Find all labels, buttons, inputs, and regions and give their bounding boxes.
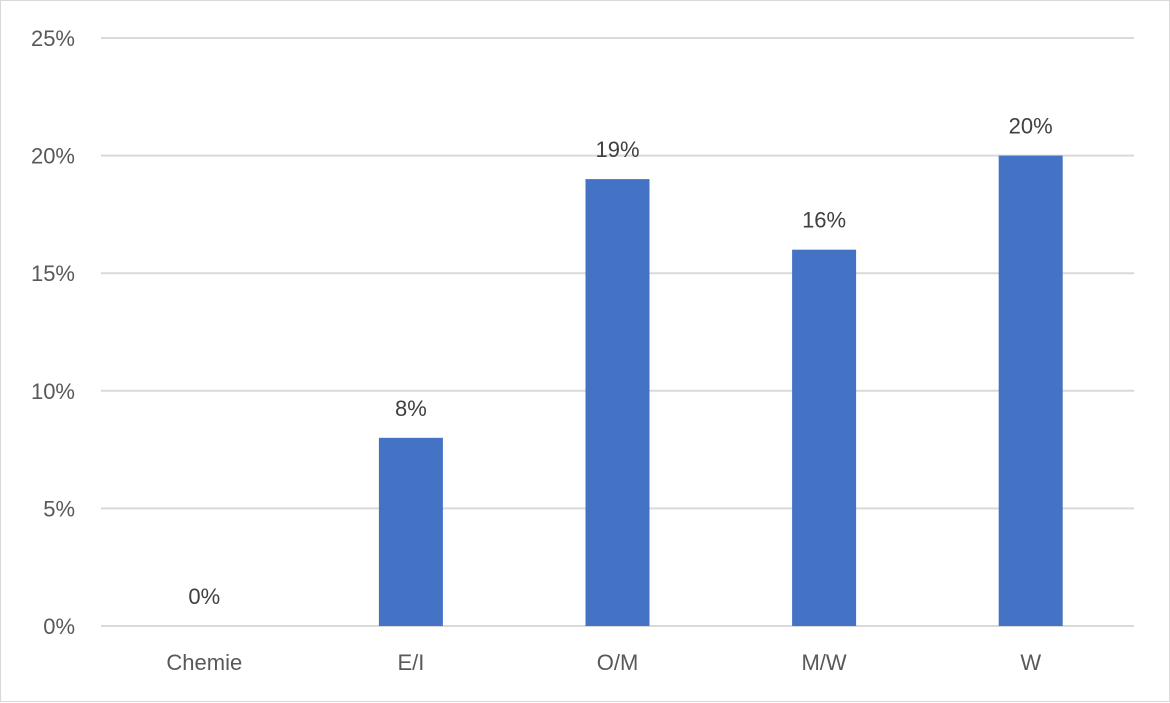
bars xyxy=(378,155,1063,626)
data-label: 0% xyxy=(188,584,220,609)
data-label: 20% xyxy=(1009,114,1053,139)
bar xyxy=(378,437,443,626)
x-tick-label: M/W xyxy=(801,650,846,675)
y-tick-label: 10% xyxy=(31,379,75,404)
x-tick-label: W xyxy=(1020,650,1041,675)
y-tick-label: 25% xyxy=(31,26,75,51)
bar xyxy=(585,179,650,626)
y-tick-label: 20% xyxy=(31,144,75,169)
bar xyxy=(998,155,1063,626)
x-tick-label: O/M xyxy=(597,650,639,675)
y-tick-label: 0% xyxy=(43,614,75,639)
x-tick-label: E/I xyxy=(397,650,424,675)
x-tick-label: Chemie xyxy=(166,650,242,675)
data-labels: 0% 8% 19% 16% 20% xyxy=(188,114,1052,609)
data-label: 16% xyxy=(802,208,846,233)
y-tick-label: 5% xyxy=(43,496,75,521)
y-tick-label: 15% xyxy=(31,261,75,286)
x-axis-tick-labels: Chemie E/I O/M M/W W xyxy=(166,650,1041,675)
data-label: 8% xyxy=(395,396,427,421)
bar xyxy=(792,249,857,626)
y-axis-tick-labels: 0% 5% 10% 15% 20% 25% xyxy=(31,26,75,639)
data-label: 19% xyxy=(595,137,639,162)
